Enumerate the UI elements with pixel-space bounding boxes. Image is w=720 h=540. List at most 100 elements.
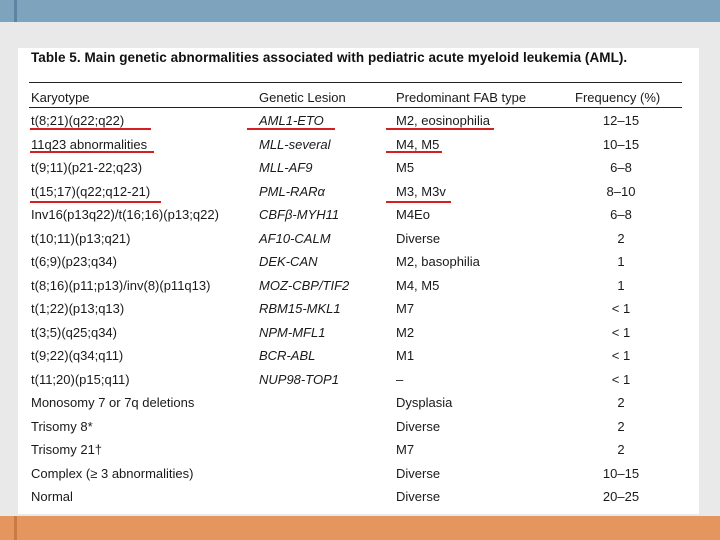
cell-frequency: < 1 — [611, 371, 631, 387]
highlight-underline-karyotype-11q23 — [30, 151, 154, 153]
cell-genetic-lesion: MOZ-CBP/TIF2 — [259, 277, 350, 293]
cell-karyotype: Trisomy 21† — [31, 442, 103, 457]
cell-karyotype: 11q23 abnormalities — [31, 136, 148, 152]
cell-frequency: 20–25 — [602, 489, 640, 504]
table-row: Complex (≥ 3 abnormalities) Diverse 10–1… — [18, 465, 699, 487]
cell-karyotype: t(1;22)(p13;q13) — [31, 301, 125, 316]
table-header-rule — [29, 107, 682, 108]
cell-fab-type: M5 — [396, 160, 415, 175]
cell-genetic-lesion: MLL-AF9 — [259, 160, 313, 175]
cell-fab-type: M7 — [396, 442, 415, 457]
header-fab-type: Predominant FAB type — [396, 90, 527, 105]
table-panel: Table 5. Main genetic abnormalities asso… — [18, 48, 699, 514]
cell-genetic-lesion: DEK-CAN — [259, 254, 318, 269]
cell-fab-type: Diverse — [396, 418, 441, 434]
cell-karyotype: t(8;21)(q22;q22) — [31, 113, 125, 128]
table-row: t(9;22)(q34;q11) BCR-ABL M1 < 1 — [18, 347, 699, 369]
cell-genetic-lesion: NPM-MFL1 — [259, 324, 326, 340]
table-row: t(9;11)(p21-22;q23) MLL-AF9 M5 6–8 — [18, 159, 699, 181]
bottom-accent-band — [0, 516, 720, 540]
cell-genetic-lesion: RBM15-MKL1 — [259, 301, 341, 316]
table-row: Trisomy 8* Diverse 2 — [18, 418, 699, 440]
table-row: Monosomy 7 or 7q deletions Dysplasia 2 — [18, 394, 699, 416]
cell-karyotype: Normal — [31, 489, 73, 504]
highlight-underline-fab-m3 — [386, 201, 451, 203]
cell-genetic-lesion: CBFβ-MYH11 — [259, 207, 340, 222]
cell-karyotype: t(9;22)(q34;q11) — [31, 348, 124, 363]
top-band-tick — [14, 0, 17, 22]
cell-karyotype: t(8;16)(p11;p13)/inv(8)(p11q13) — [31, 277, 211, 293]
cell-fab-type: – — [396, 371, 404, 387]
cell-frequency: 2 — [617, 395, 625, 410]
cell-frequency: 8–10 — [606, 183, 636, 199]
cell-fab-type: M3, M3v — [396, 183, 446, 199]
table-header-row: Karyotype Genetic Lesion Predominant FAB… — [18, 89, 699, 111]
cell-frequency: 10–15 — [602, 465, 640, 481]
highlight-underline-lesion-aml1-eto — [247, 128, 335, 130]
table-row: t(8;16)(p11;p13)/inv(8)(p11q13) MOZ-CBP/… — [18, 277, 699, 299]
table-top-rule — [29, 82, 682, 83]
cell-frequency: < 1 — [611, 324, 631, 340]
cell-karyotype: t(10;11)(p13;q21) — [31, 230, 131, 246]
cell-frequency: < 1 — [611, 301, 631, 316]
cell-karyotype: t(9;11)(p21-22;q23) — [31, 160, 143, 175]
cell-genetic-lesion: PML-RARα — [259, 183, 325, 199]
cell-fab-type: Diverse — [396, 465, 441, 481]
table-row: 11q23 abnormalities MLL-several M4, M5 1… — [18, 136, 699, 158]
cell-fab-type: M1 — [396, 348, 415, 363]
cell-karyotype: t(11;20)(p15;q11) — [31, 371, 130, 387]
table-row: t(8;21)(q22;q22) AML1-ETO M2, eosinophil… — [18, 112, 699, 134]
highlight-underline-fab-m2 — [386, 128, 494, 130]
cell-genetic-lesion: BCR-ABL — [259, 348, 316, 363]
cell-frequency: 1 — [617, 277, 625, 293]
cell-frequency: 12–15 — [602, 113, 640, 128]
cell-genetic-lesion: MLL-several — [259, 136, 331, 152]
cell-fab-type: M2, basophilia — [396, 254, 480, 269]
cell-frequency: < 1 — [611, 348, 631, 363]
header-frequency: Frequency (%) — [575, 90, 661, 105]
table-row: t(10;11)(p13;q21) AF10-CALM Diverse 2 — [18, 230, 699, 252]
cell-fab-type: M2 — [396, 324, 415, 340]
highlight-underline-fab-m4-m5 — [386, 151, 442, 153]
cell-karyotype: t(3;5)(q25;q34) — [31, 324, 117, 340]
cell-karyotype: t(15;17)(q22;q12-21) — [31, 183, 151, 199]
cell-frequency: 2 — [617, 442, 625, 457]
cell-genetic-lesion: AF10-CALM — [259, 230, 331, 246]
cell-frequency: 2 — [617, 230, 625, 246]
cell-frequency: 2 — [617, 418, 625, 434]
cell-fab-type: M4, M5 — [396, 136, 440, 152]
cell-fab-type: M4Eo — [396, 207, 430, 222]
table-row: t(1;22)(p13;q13) RBM15-MKL1 M7 < 1 — [18, 300, 699, 322]
cell-karyotype: Monosomy 7 or 7q deletions — [31, 395, 195, 410]
table-row: t(15;17)(q22;q12-21) PML-RARα M3, M3v 8–… — [18, 183, 699, 205]
table-title: Table 5. Main genetic abnormalities asso… — [31, 50, 628, 65]
top-accent-band — [0, 0, 720, 22]
cell-fab-type: M2, eosinophilia — [396, 113, 490, 128]
cell-frequency: 10–15 — [602, 136, 640, 152]
highlight-underline-karyotype-t15-17 — [30, 201, 161, 203]
cell-fab-type: Diverse — [396, 230, 441, 246]
highlight-underline-karyotype-t8-21 — [30, 128, 151, 130]
cell-karyotype: Complex (≥ 3 abnormalities) — [31, 465, 194, 481]
cell-fab-type: Diverse — [396, 489, 441, 504]
cell-fab-type: M7 — [396, 301, 415, 316]
table-row: t(11;20)(p15;q11) NUP98-TOP1 – < 1 — [18, 371, 699, 393]
table-row: t(6;9)(p23;q34) DEK-CAN M2, basophilia 1 — [18, 253, 699, 275]
cell-frequency: 6–8 — [610, 207, 632, 222]
bottom-band-tick — [14, 516, 17, 540]
cell-karyotype: Inv16(p13q22)/t(16;16)(p13;q22) — [31, 207, 219, 222]
table-row: Inv16(p13q22)/t(16;16)(p13;q22) CBFβ-MYH… — [18, 206, 699, 228]
header-karyotype: Karyotype — [31, 90, 90, 105]
cell-fab-type: Dysplasia — [396, 395, 453, 410]
table-row: t(3;5)(q25;q34) NPM-MFL1 M2 < 1 — [18, 324, 699, 346]
cell-genetic-lesion: AML1-ETO — [259, 113, 324, 128]
cell-fab-type: M4, M5 — [396, 277, 440, 293]
header-genetic-lesion: Genetic Lesion — [259, 90, 346, 105]
table-row: Trisomy 21† M7 2 — [18, 441, 699, 463]
cell-frequency: 1 — [617, 254, 625, 269]
cell-frequency: 6–8 — [610, 160, 632, 175]
cell-karyotype: t(6;9)(p23;q34) — [31, 254, 117, 269]
cell-genetic-lesion: NUP98-TOP1 — [259, 371, 339, 387]
table-row: Normal Diverse 20–25 — [18, 488, 699, 510]
cell-karyotype: Trisomy 8* — [31, 418, 93, 434]
